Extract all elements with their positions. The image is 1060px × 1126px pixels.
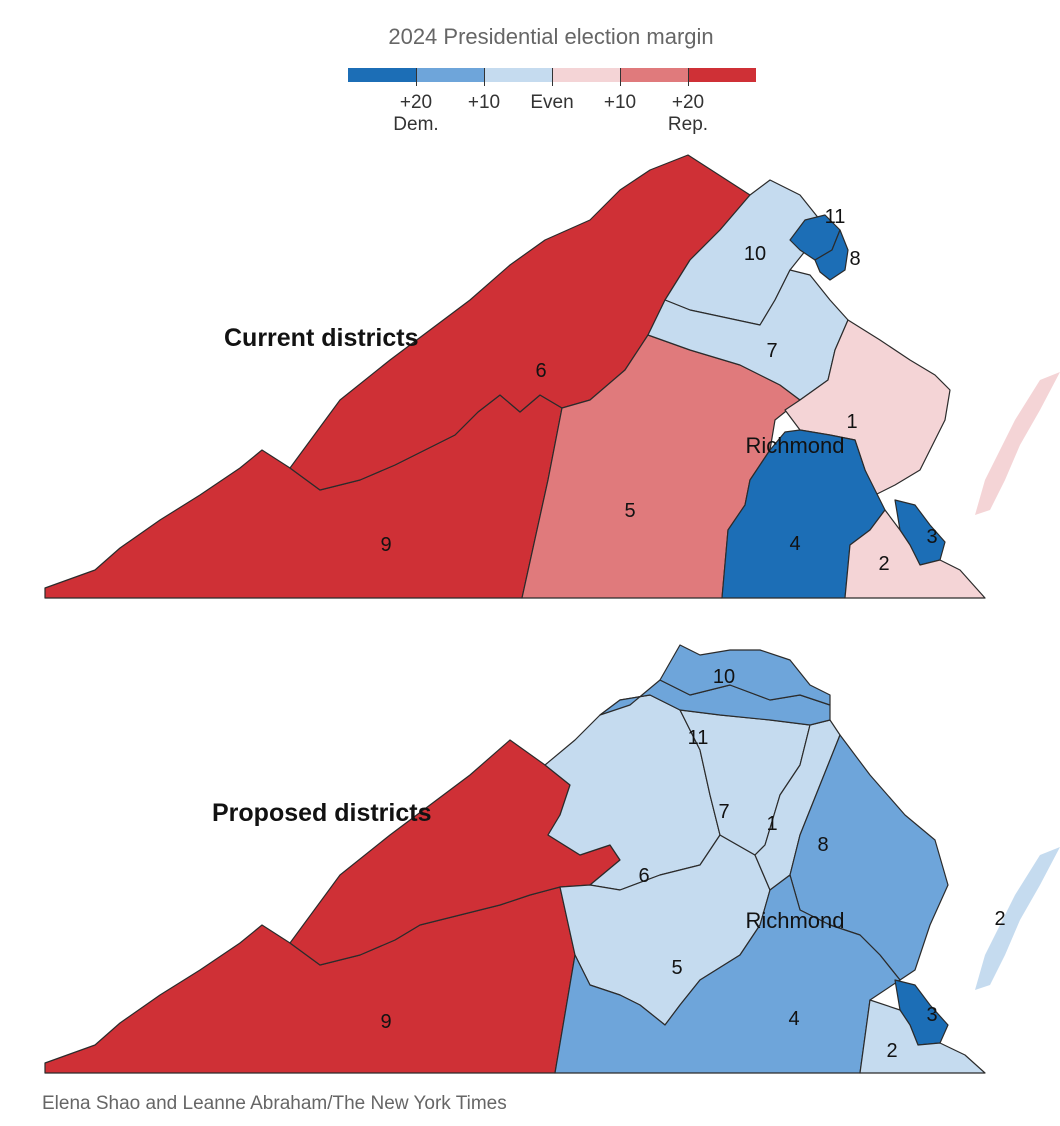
proposed-city-label-richmond: Richmond	[745, 908, 844, 933]
current-district-2-shape	[844, 509, 986, 599]
current-district-label: 9	[380, 534, 391, 556]
credit-line: Elena Shao and Leanne Abraham/The New Yo…	[42, 1093, 507, 1114]
current-city-label-richmond: Richmond	[745, 433, 844, 458]
current-district-label: 3	[926, 526, 937, 548]
legend-tick	[484, 68, 485, 86]
proposed-district-10-shape	[659, 644, 831, 706]
proposed-district-label: 3	[926, 1004, 937, 1026]
legend-color-scale	[348, 68, 756, 82]
current-district-label: 11	[825, 206, 846, 228]
proposed-district-label: 8	[817, 834, 828, 856]
current-district-label: 4	[789, 533, 800, 555]
proposed-district-label: 10	[713, 666, 735, 688]
proposed-district-label: 1	[766, 813, 777, 835]
current-district-label: 7	[766, 340, 777, 362]
current-districts-map: Current districts 6 9 5 10 11 8 7 1 4 3 …	[44, 154, 1060, 599]
proposed-district-2-shape	[859, 999, 986, 1074]
legend-title: 2024 Presidential election margin	[388, 24, 714, 49]
legend-tick	[552, 68, 553, 86]
legend-swatch-lean-rep	[552, 68, 620, 82]
current-district-label: 1	[846, 411, 857, 433]
proposed-district-label: 5	[671, 957, 682, 979]
proposed-district-label: 4	[788, 1008, 799, 1030]
proposed-districts-map: Proposed districts 10 11 7 1 8 6 5 4 3 2…	[44, 644, 1060, 1074]
current-district-label: 8	[849, 248, 860, 270]
legend-swatch-lean-dem	[484, 68, 552, 82]
current-district-5-shape	[521, 334, 801, 599]
legend-swatch-rep-20	[688, 68, 756, 82]
legend-swatch-dem-20	[348, 68, 416, 82]
proposed-district-label: 2	[886, 1040, 897, 1062]
current-district-8-shape	[814, 229, 849, 281]
proposed-district-4-shape	[554, 874, 901, 1074]
proposed-map-title: Proposed districts	[212, 799, 432, 827]
current-district-label: 5	[624, 500, 635, 522]
proposed-district-label: 6	[638, 865, 649, 887]
legend-tick-label-dem-20: +20 Dem.	[393, 92, 439, 135]
legend-tick	[620, 68, 621, 86]
legend-tick	[416, 68, 417, 86]
proposed-district-label: 11	[688, 727, 709, 749]
current-district-label: 2	[878, 553, 889, 575]
proposed-district-label: 2	[994, 908, 1005, 930]
proposed-district-label: 9	[380, 1011, 391, 1033]
legend-swatch-rep-10	[620, 68, 688, 82]
legend-tick	[688, 68, 689, 86]
current-map-title: Current districts	[224, 324, 418, 352]
legend-tick-label-rep-20: +20 Rep.	[667, 92, 709, 135]
legend-tick-label-dem-10: +10	[467, 92, 501, 113]
legend-tick-label-even: Even	[530, 92, 574, 113]
proposed-district-label: 7	[718, 801, 729, 823]
legend-tick-label-rep-10: +10	[603, 92, 637, 113]
current-district-label: 6	[535, 360, 546, 382]
current-district-label: 10	[744, 243, 766, 265]
current-eastern-shore-shape	[975, 372, 1060, 515]
legend-swatch-dem-10	[416, 68, 484, 82]
current-district-9-shape	[44, 394, 563, 599]
proposed-eastern-shore-shape	[975, 847, 1060, 990]
